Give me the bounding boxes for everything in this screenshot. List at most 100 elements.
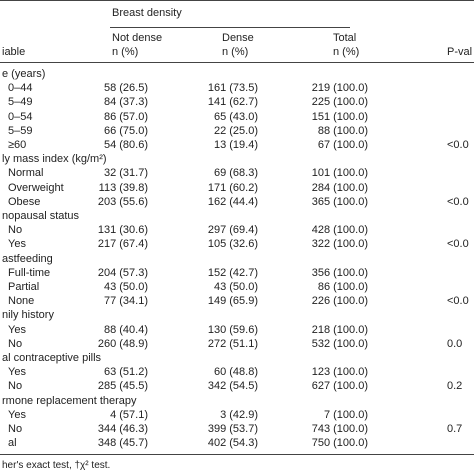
cell-dense: 161 (73.5) [207,82,258,95]
cell-not-dense: 131 (30.6) [97,224,148,237]
column-header: Not dense [112,32,163,44]
cell-not-dense: 43 (50.0) [103,281,148,293]
row-label: Normal [8,167,44,180]
cell-total: 123 (100.0) [311,366,368,379]
bottom-rule [0,454,474,455]
section-label: al contraceptive pills [2,352,102,364]
cell-not-dense: 84 (37.3) [103,96,148,109]
row-label: al [8,437,17,450]
cell-not-dense: 32 (31.7) [103,167,148,180]
cell-dense: 13 (19.4) [213,139,258,151]
column-header: Dense [222,32,254,44]
cell-total: 356 (100.0) [311,266,368,279]
cell-total: 218 (100.0) [311,323,368,336]
row-label: 5–59 [8,124,33,137]
row-label: ≥60 [8,139,27,151]
cell-dense: 297 (69.4) [207,224,258,237]
row-label: Obese [8,195,41,208]
cell-not-dense: 348 (45.7) [97,437,148,450]
cell-p-value: 0.0 [447,337,463,350]
column-header: iable [2,46,26,58]
cell-dense: 152 (42.7) [207,266,258,279]
section-label: ly mass index (kg/m²) [2,153,107,166]
column-header: P-val [447,46,473,58]
cell-not-dense: 88 (40.4) [103,323,148,336]
cell-not-dense: 344 (46.3) [97,423,148,435]
row-label: 0–54 [8,110,33,123]
cell-not-dense: 4 (57.1) [110,408,148,421]
cell-total: 225 (100.0) [311,96,368,109]
row-label: 0–44 [8,82,33,95]
cell-dense: 105 (32.6) [207,238,258,251]
section-label: nopausal status [2,210,80,222]
row-label: No [8,224,23,237]
cell-total: 750 (100.0) [311,437,368,450]
column-header: Total [333,32,357,44]
cell-p-value: <0.0 [447,139,469,151]
cell-dense: 272 (51.1) [207,337,258,350]
cell-not-dense: 217 (67.4) [97,238,148,251]
cell-total: 627 (100.0) [311,380,368,393]
column-unit: n (%) [222,46,249,58]
cell-not-dense: 260 (48.9) [97,337,148,350]
cell-not-dense: 63 (51.2) [103,366,148,379]
cell-p-value: 0.2 [447,380,463,393]
cell-dense: 60 (48.8) [213,366,258,379]
cell-not-dense: 203 (55.6) [97,195,148,208]
section-label: rmone replacement therapy [2,394,137,407]
cell-dense: 22 (25.0) [213,124,258,137]
cell-dense: 171 (60.2) [207,181,258,194]
cell-total: 428 (100.0) [311,224,368,237]
cell-not-dense: 77 (34.1) [103,295,148,308]
cell-dense: 43 (50.0) [213,281,258,293]
cell-total: 219 (100.0) [311,82,368,95]
cell-dense: 149 (65.9) [207,295,258,308]
cell-total: 284 (100.0) [311,181,368,194]
cell-not-dense: 86 (57.0) [103,110,148,123]
cell-p-value: <0.0 [447,238,469,251]
row-label: Yes [8,408,26,421]
row-label: Overweight [8,181,64,194]
row-label: No [8,380,23,393]
cell-not-dense: 54 (80.6) [103,139,148,151]
cell-total: 86 (100.0) [317,281,368,293]
column-unit: n (%) [112,46,139,58]
cell-dense: 130 (59.6) [207,323,258,336]
row-label: None [8,295,35,308]
cell-total: 7 (100.0) [323,408,368,421]
row-label: Partial [8,281,40,293]
cell-total: 151 (100.0) [311,110,368,123]
cell-total: 88 (100.0) [317,124,368,137]
header-rule [0,62,474,63]
group-rule [110,27,350,28]
row-label: No [8,337,23,350]
cell-p-value: <0.0 [447,195,469,208]
group-header: Breast density [112,7,182,19]
cell-dense: 65 (43.0) [213,110,258,123]
row-label: Yes [8,238,26,251]
cell-not-dense: 58 (26.5) [103,82,148,95]
row-label: Full-time [8,266,51,279]
cell-total: 365 (100.0) [311,195,368,208]
column-unit: n (%) [333,46,360,58]
footnote: her's exact test, †χ² test. [2,460,111,471]
cell-dense: 402 (54.3) [207,437,258,450]
cell-dense: 141 (62.7) [207,96,258,109]
section-label: nily history [2,309,54,322]
cell-total: 226 (100.0) [311,295,368,308]
cell-total: 743 (100.0) [311,423,368,435]
row-label: Yes [8,323,26,336]
cell-dense: 162 (44.4) [207,195,258,208]
cell-total: 532 (100.0) [311,337,368,350]
row-label: Yes [8,366,26,379]
cell-dense: 342 (54.5) [207,380,258,393]
cell-dense: 399 (53.7) [207,423,258,435]
top-rule [0,0,474,1]
row-label: No [8,423,23,435]
section-label: astfeeding [2,252,53,265]
cell-dense: 3 (42.9) [220,408,258,421]
cell-not-dense: 66 (75.0) [103,124,148,137]
cell-total: 67 (100.0) [317,139,368,151]
cell-not-dense: 113 (39.8) [98,181,148,194]
